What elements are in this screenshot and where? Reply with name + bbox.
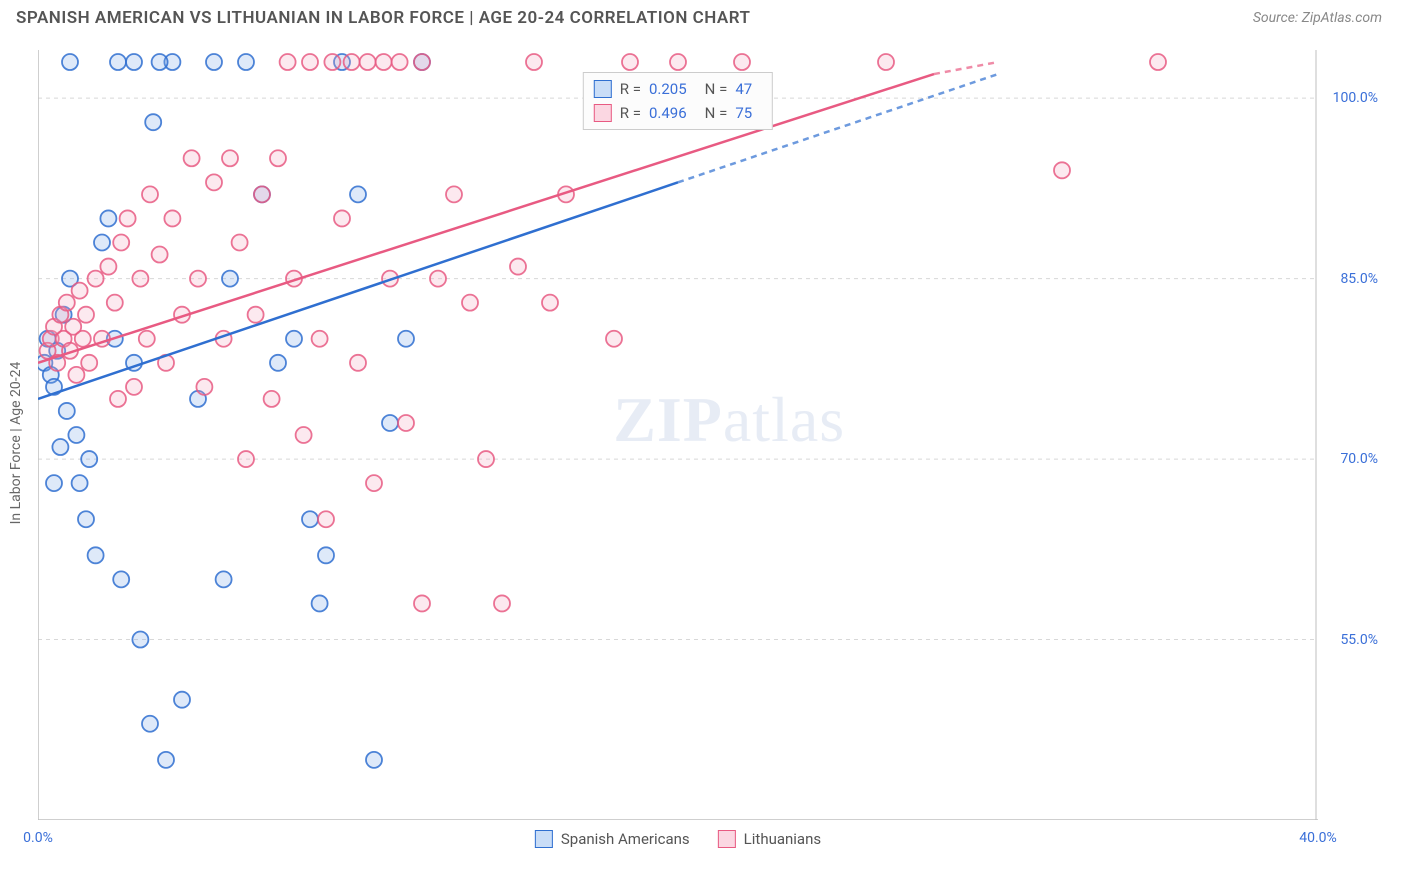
x-tick-label: 40.0% <box>1299 830 1337 846</box>
stats-legend: R = 0.205 N = 47 R = 0.496 N = 75 <box>583 72 773 130</box>
legend-swatch <box>718 830 736 848</box>
chart-title: SPANISH AMERICAN VS LITHUANIAN IN LABOR … <box>16 8 750 28</box>
legend-swatch <box>594 80 612 98</box>
source-label: Source: ZipAtlas.com <box>1253 10 1382 26</box>
y-tick-label: 85.0% <box>1340 271 1378 287</box>
chart-area: In Labor Force | Age 20-24 R = 0.205 N =… <box>38 50 1318 820</box>
legend-item: Lithuanians <box>718 830 821 848</box>
stats-row: R = 0.205 N = 47 <box>594 77 762 101</box>
legend-swatch <box>535 830 553 848</box>
y-axis-label: In Labor Force | Age 20-24 <box>8 362 24 525</box>
y-tick-label: 100.0% <box>1333 90 1378 106</box>
legend-swatch <box>594 104 612 122</box>
scatter-plot <box>38 50 1318 820</box>
x-tick-label: 0.0% <box>23 830 53 846</box>
y-tick-label: 55.0% <box>1340 632 1378 648</box>
header: SPANISH AMERICAN VS LITHUANIAN IN LABOR … <box>0 0 1406 36</box>
bottom-legend: Spanish Americans Lithuanians <box>535 830 821 848</box>
stats-row: R = 0.496 N = 75 <box>594 101 762 125</box>
legend-item: Spanish Americans <box>535 830 690 848</box>
y-tick-label: 70.0% <box>1340 451 1378 467</box>
